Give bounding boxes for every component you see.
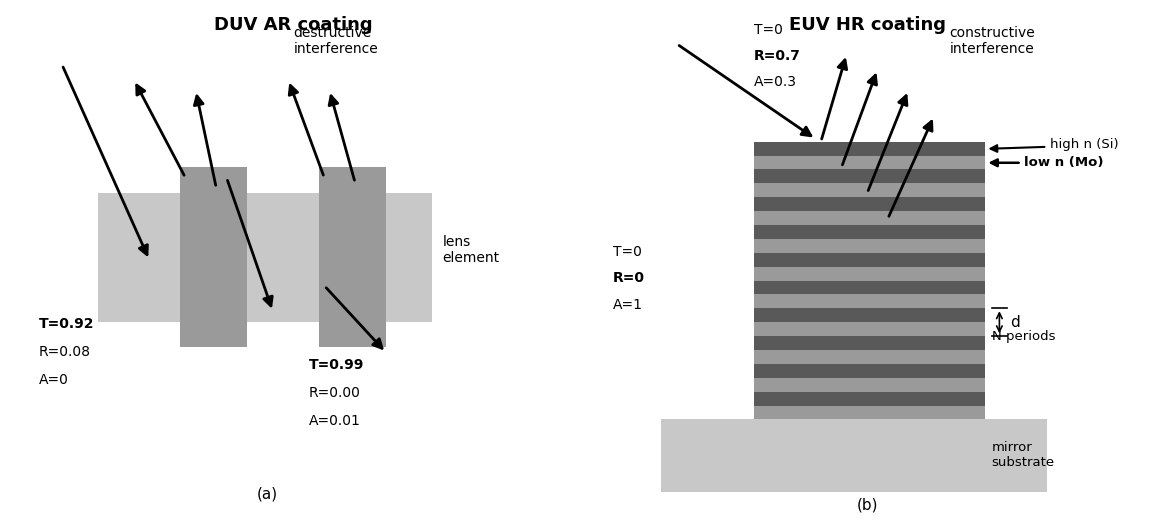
Text: T=0.92: T=0.92 [38, 317, 94, 331]
Text: R=0.08: R=0.08 [38, 345, 91, 359]
Bar [754, 225, 985, 239]
Text: A=0: A=0 [38, 373, 69, 387]
Text: T=0: T=0 [754, 23, 782, 37]
Bar [98, 193, 433, 322]
Bar [754, 308, 985, 322]
Bar [754, 294, 985, 308]
Text: A=0.01: A=0.01 [309, 414, 360, 428]
Text: R=0.00: R=0.00 [309, 386, 360, 400]
Bar [754, 378, 985, 392]
Bar [754, 141, 985, 155]
Text: A=0.3: A=0.3 [754, 75, 798, 89]
Text: (a): (a) [258, 487, 279, 502]
Text: T=0: T=0 [612, 244, 641, 258]
Bar [754, 155, 985, 170]
Bar [754, 184, 985, 197]
Text: constructive
interference: constructive interference [949, 26, 1035, 56]
Bar [661, 420, 1047, 491]
Text: R=0.7: R=0.7 [754, 49, 801, 63]
Text: DUV AR coating: DUV AR coating [215, 16, 373, 34]
Bar [754, 406, 985, 420]
Bar [181, 167, 247, 347]
Text: lens
element: lens element [443, 235, 500, 265]
Bar [754, 267, 985, 281]
Bar [754, 197, 985, 211]
Text: N periods: N periods [991, 330, 1055, 343]
Bar [754, 281, 985, 294]
Bar [754, 170, 985, 184]
Bar [754, 253, 985, 267]
Bar [754, 364, 985, 378]
Text: low n (Mo): low n (Mo) [1024, 157, 1103, 170]
Text: EUV HR coating: EUV HR coating [788, 16, 946, 34]
Bar [754, 392, 985, 406]
Text: destructive
interference: destructive interference [294, 26, 378, 56]
Text: A=1: A=1 [612, 298, 642, 312]
Text: (b): (b) [856, 497, 878, 512]
Bar [754, 239, 985, 253]
Text: R=0: R=0 [612, 271, 645, 285]
Bar [754, 350, 985, 364]
Bar [754, 322, 985, 336]
Text: d: d [1010, 315, 1019, 330]
Bar [754, 336, 985, 350]
Text: T=0.99: T=0.99 [309, 358, 364, 372]
Text: mirror
substrate: mirror substrate [991, 441, 1055, 470]
Bar [754, 211, 985, 225]
Text: high n (Si): high n (Si) [1049, 138, 1118, 151]
Bar [319, 167, 386, 347]
